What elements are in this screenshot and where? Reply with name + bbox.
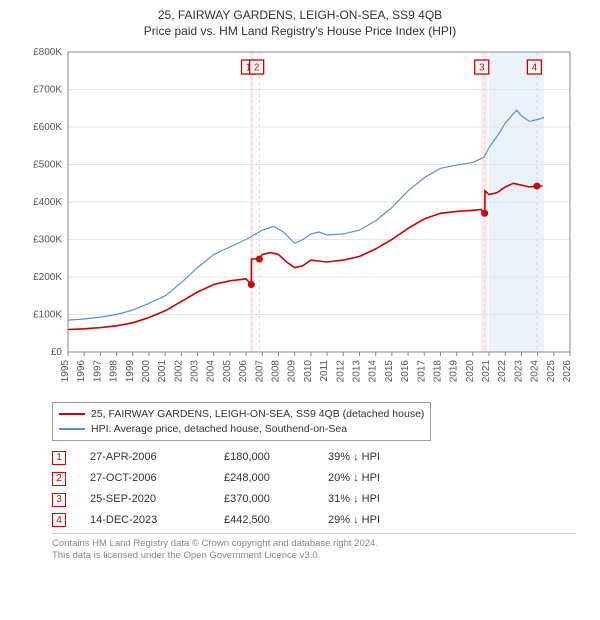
transaction-marker: 2: [52, 472, 66, 486]
svg-text:2013: 2013: [351, 360, 362, 383]
svg-text:2023: 2023: [513, 360, 524, 383]
transaction-marker: 4: [52, 513, 66, 527]
transaction-diff: 20% ↓ HPI: [328, 468, 408, 489]
legend-swatch: [59, 428, 85, 430]
svg-text:1995: 1995: [60, 360, 71, 383]
svg-text:2001: 2001: [157, 360, 168, 383]
svg-text:3: 3: [479, 63, 485, 74]
table-row: 2 27-OCT-2006 £248,000 20% ↓ HPI: [52, 468, 568, 489]
transaction-price: £180,000: [224, 447, 304, 468]
svg-text:2015: 2015: [384, 360, 395, 383]
svg-text:1997: 1997: [92, 360, 103, 383]
svg-text:2021: 2021: [481, 360, 492, 383]
svg-text:2008: 2008: [271, 360, 282, 383]
svg-text:£0: £0: [51, 347, 63, 358]
svg-text:2017: 2017: [416, 360, 427, 383]
title-address: 25, FAIRWAY GARDENS, LEIGH-ON-SEA, SS9 4…: [12, 8, 588, 22]
svg-text:2010: 2010: [303, 360, 314, 383]
svg-text:£200K: £200K: [33, 272, 62, 283]
transaction-diff: 39% ↓ HPI: [328, 447, 408, 468]
transaction-diff: 31% ↓ HPI: [328, 489, 408, 510]
legend-swatch: [59, 413, 85, 415]
title-subtitle: Price paid vs. HM Land Registry's House …: [12, 24, 588, 38]
svg-text:2024: 2024: [530, 360, 541, 383]
svg-text:2026: 2026: [562, 360, 573, 383]
svg-text:£600K: £600K: [33, 122, 62, 133]
svg-text:2020: 2020: [465, 360, 476, 383]
page: 25, FAIRWAY GARDENS, LEIGH-ON-SEA, SS9 4…: [0, 0, 600, 620]
svg-text:£800K: £800K: [33, 47, 62, 58]
transaction-date: 25-SEP-2020: [90, 489, 200, 510]
svg-text:2004: 2004: [206, 360, 217, 383]
svg-text:2016: 2016: [400, 360, 411, 383]
svg-text:1996: 1996: [76, 360, 87, 383]
table-row: 4 14-DEC-2023 £442,500 29% ↓ HPI: [52, 510, 568, 531]
svg-text:2009: 2009: [287, 360, 298, 383]
legend-item: 25, FAIRWAY GARDENS, LEIGH-ON-SEA, SS9 4…: [59, 407, 424, 422]
transaction-price: £442,500: [224, 510, 304, 531]
transaction-price: £370,000: [224, 489, 304, 510]
svg-text:£100K: £100K: [33, 310, 62, 321]
table-row: 3 25-SEP-2020 £370,000 31% ↓ HPI: [52, 489, 568, 510]
svg-text:2011: 2011: [319, 360, 330, 382]
svg-text:£400K: £400K: [33, 197, 62, 208]
svg-text:2012: 2012: [335, 360, 346, 383]
license-line: This data is licensed under the Open Gov…: [52, 550, 576, 562]
svg-text:2007: 2007: [254, 360, 265, 383]
svg-text:£500K: £500K: [33, 160, 62, 171]
svg-text:2014: 2014: [368, 360, 379, 383]
license-line: Contains HM Land Registry data © Crown c…: [52, 538, 576, 550]
transaction-marker: 1: [52, 451, 66, 465]
svg-text:2002: 2002: [173, 360, 184, 383]
svg-text:£300K: £300K: [33, 235, 62, 246]
svg-text:2019: 2019: [449, 360, 460, 383]
transaction-date: 27-APR-2006: [90, 447, 200, 468]
svg-text:2: 2: [254, 63, 260, 74]
svg-text:2005: 2005: [222, 360, 233, 383]
svg-text:2025: 2025: [546, 360, 557, 383]
svg-text:2018: 2018: [432, 360, 443, 383]
svg-text:2022: 2022: [497, 360, 508, 383]
chart-svg: £0 £100K £200K £300K £400K £500K £600K £700K £80…: [20, 44, 580, 394]
svg-text:2000: 2000: [141, 360, 152, 383]
svg-text:1999: 1999: [125, 360, 136, 383]
chart: £0 £100K £200K £300K £400K £500K £600K £700K £80…: [20, 44, 580, 394]
svg-text:2006: 2006: [238, 360, 249, 383]
transaction-date: 27-OCT-2006: [90, 468, 200, 489]
legend: 25, FAIRWAY GARDENS, LEIGH-ON-SEA, SS9 4…: [52, 402, 431, 441]
legend-item: HPI: Average price, detached house, Sout…: [59, 422, 424, 437]
license-text: Contains HM Land Registry data © Crown c…: [52, 533, 576, 563]
legend-label: 25, FAIRWAY GARDENS, LEIGH-ON-SEA, SS9 4…: [91, 407, 424, 422]
transaction-date: 14-DEC-2023: [90, 510, 200, 531]
transaction-marker: 3: [52, 493, 66, 507]
transaction-diff: 29% ↓ HPI: [328, 510, 408, 531]
transaction-price: £248,000: [224, 468, 304, 489]
table-row: 1 27-APR-2006 £180,000 39% ↓ HPI: [52, 447, 568, 468]
chart-title-block: 25, FAIRWAY GARDENS, LEIGH-ON-SEA, SS9 4…: [12, 8, 588, 38]
svg-text:£700K: £700K: [33, 85, 62, 96]
svg-text:4: 4: [532, 63, 538, 74]
svg-text:1998: 1998: [109, 360, 120, 383]
transactions-table: 1 27-APR-2006 £180,000 39% ↓ HPI 2 27-OC…: [52, 447, 568, 531]
legend-label: HPI: Average price, detached house, Sout…: [91, 422, 347, 437]
svg-text:2003: 2003: [190, 360, 201, 383]
